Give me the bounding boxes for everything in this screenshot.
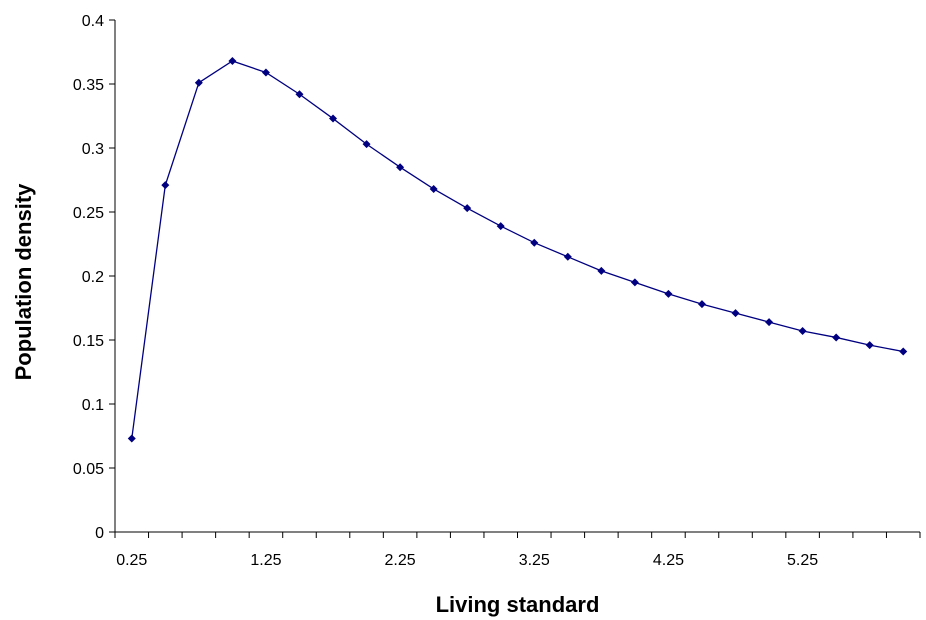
data-point-marker [295,90,304,99]
x-tick-label: 0.25 [116,552,147,569]
y-tick-label: 0.1 [82,397,104,414]
data-point-marker [865,341,874,350]
y-tick-label: 0.15 [73,333,104,350]
y-axis-ticks: 0 0.05 0.1 0.15 0.2 0.25 0.3 0.35 0.4 [73,13,115,542]
y-tick-label: 0.3 [82,141,104,158]
data-point-marker [731,309,740,318]
data-point-marker [630,278,639,287]
data-point-marker [530,238,539,247]
y-tick-label: 0.05 [73,461,104,478]
y-tick-label: 0.35 [73,77,104,94]
x-tick-label: 3.25 [519,552,550,569]
y-tick-label: 0.25 [73,205,104,222]
data-point-marker [429,184,438,193]
y-tick-label: 0.2 [82,269,104,286]
x-tick-label: 4.25 [653,552,684,569]
axes [114,20,920,533]
series-line [131,60,904,439]
x-axis-ticks: 0.25 1.25 2.25 3.25 4.25 5.25 [114,532,921,569]
data-point-marker [463,204,472,213]
data-point-marker [765,318,774,327]
x-tick-label: 5.25 [787,552,818,569]
data-point-marker [329,114,338,123]
data-point-marker [194,78,203,87]
data-point-marker [127,434,136,443]
data-point-marker [161,181,170,190]
data-point-marker [563,252,572,261]
data-point-marker [597,266,606,275]
data-point-marker [396,163,405,172]
data-point-marker [496,222,505,231]
data-point-marker [798,327,807,336]
series-layer [127,56,908,443]
data-point-marker [362,140,371,149]
y-axis-title: Population density [11,183,36,381]
data-point-marker [261,68,270,77]
data-point-marker [697,300,706,309]
data-point-marker [228,56,237,65]
y-tick-label: 0.4 [82,13,104,30]
data-point-marker [664,289,673,298]
data-point-marker [899,347,908,356]
x-tick-label: 1.25 [250,552,281,569]
x-axis-title: Living standard [436,592,600,617]
data-point-marker [832,333,841,342]
y-tick-label: 0 [95,525,104,542]
x-tick-label: 2.25 [385,552,416,569]
